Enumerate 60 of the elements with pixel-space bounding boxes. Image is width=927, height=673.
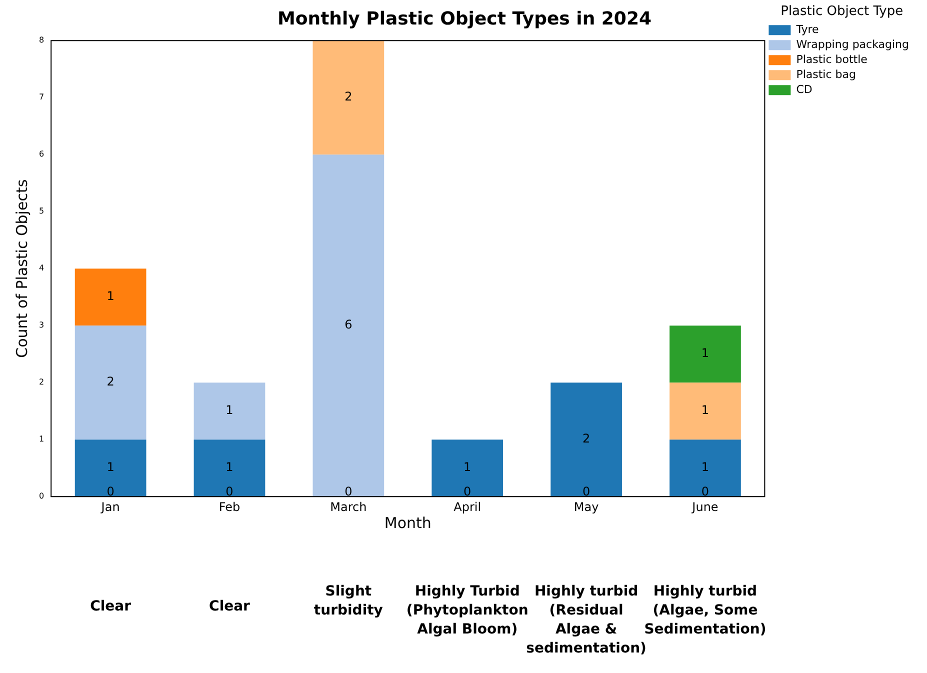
text: Highly Turbid (Phytoplankton Algal Bloom) [406,584,528,638]
annotation: 0 [582,484,590,499]
y-tick-label: 1 [38,434,44,444]
data-label: 1 [701,460,710,474]
x-tick-label: Feb [218,500,240,514]
bar [670,382,741,440]
legend-label: Wrapping packaging [796,38,910,51]
annotation: 0 [226,484,234,499]
bar [194,382,266,440]
x-tick-label: April [454,500,482,514]
bar [74,268,146,326]
y-tick-label: 3 [38,320,44,330]
bar [670,440,741,497]
data-label: 2 [582,432,590,446]
data-label: 1 [701,346,710,360]
data-label: 6 [344,318,352,332]
x-tick-label: Jan [100,500,120,514]
x-axis-title: Month [384,514,432,532]
bar [74,326,146,440]
data-label: 1 [464,460,472,474]
data-label: 2 [344,90,352,104]
x-tick-label: May [574,500,599,514]
legend-title: Plastic Object Type [780,4,904,19]
y-tick-label: 2 [38,378,44,387]
legend-label: CD [796,82,812,96]
chart-title: Monthly Plastic Object Types in 2024 [277,8,652,30]
bar [74,440,146,497]
bar [312,40,384,155]
y-tick-label: 4 [38,264,44,273]
bar [194,440,266,497]
y-axis-title: Count of Plastic Objects [12,179,31,358]
legend-label: Tyre [795,22,819,36]
text: Highly turbid (Residual Algae & sedimentation) [526,584,646,657]
y-tick-label: 0 [38,492,44,501]
bar [432,440,504,497]
y-tick-label: 6 [38,150,44,159]
data-label: 1 [226,460,234,474]
data-label: 1 [106,289,114,304]
text: Clear [209,598,250,615]
annotation: 0 [464,484,472,499]
annotation: 0 [701,484,710,499]
data-label: 1 [106,460,114,474]
y-tick-label: 7 [38,92,44,102]
annotation: 0 [344,484,352,499]
data-label: 1 [701,403,710,418]
y-tick-label: 5 [38,206,44,216]
legend-label: Plastic bottle [796,52,868,66]
text: Slight turbidity [314,584,383,619]
annotation: 0 [106,484,114,499]
legend-label: Plastic bag [796,68,856,81]
text: Highly turbid (Algae, Some Sedimentation) [644,584,766,638]
x-tick-label: March [330,500,367,514]
text: Clear [90,598,132,615]
y-tick-label: 8 [38,36,44,45]
bar [550,382,622,497]
x-tick-label: June [691,500,718,514]
bar [670,326,741,383]
bar [312,154,384,497]
data-label: 2 [106,374,114,389]
data-label: 1 [226,403,234,418]
